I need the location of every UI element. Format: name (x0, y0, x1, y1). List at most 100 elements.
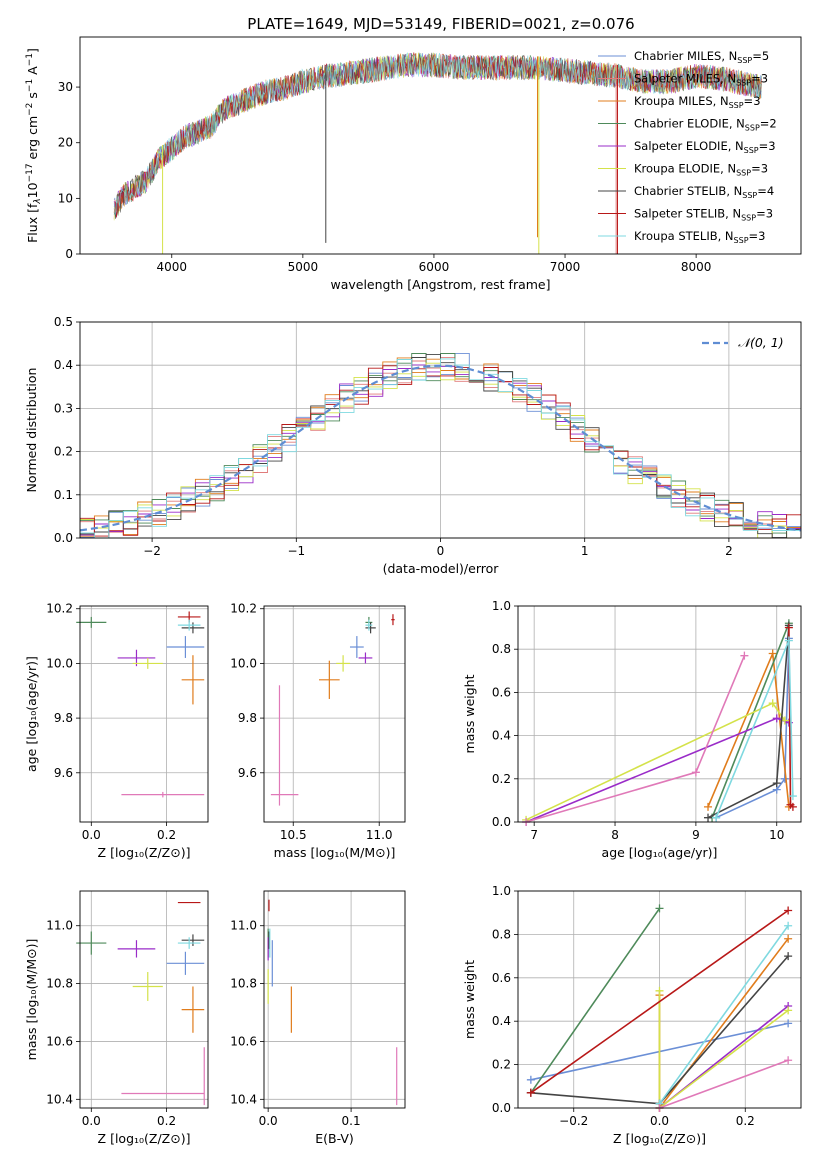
legend-entry: Chabrier STELIB, NSSP=4 (634, 184, 774, 200)
series-marker (784, 636, 793, 645)
legend-entry: Kroupa ELODIE, NSSP=3 (634, 162, 768, 178)
y-axis-label: mass weight (462, 960, 477, 1039)
y-tick-label: 10 (58, 191, 73, 205)
y-axis-label-part: A (25, 66, 40, 79)
x-tick-label: 0.0 (82, 1114, 101, 1128)
legend-nssp-prefix: , N (728, 139, 744, 153)
legend-nssp-prefix: , N (721, 49, 737, 63)
x-axis-label: Z [log₁₀(Z/Z⊙)] (98, 1131, 191, 1146)
y-tick-label: 10.4 (230, 1092, 257, 1106)
axes-frame (79, 605, 209, 823)
legend-nssp-eq: = (744, 94, 754, 108)
legend-nssp-sub: SSP (745, 124, 760, 133)
x-tick-label: −0.2 (559, 1114, 588, 1128)
legend-nssp-prefix: , N (718, 229, 734, 243)
legend-nssp-value: 4 (767, 184, 774, 198)
x-axis-label: (data-model)/error (383, 561, 500, 576)
legend-entry: Chabrier MILES, NSSP=5 (634, 49, 769, 65)
y-tick-label: 9.6 (238, 766, 257, 780)
y-tick-label: 1.0 (492, 599, 511, 613)
x-tick-label: 0.0 (259, 1114, 278, 1128)
axes-frame (517, 890, 802, 1109)
series-marker (784, 623, 793, 632)
panel-age-vs-Z: 0.0 0.2 9.6 9.8 10.0 10.2 Z [log₁₀(Z/Z⊙)] age [… (24, 602, 209, 860)
y-tick-label: 0.8 (492, 927, 511, 941)
x-tick-label: 7 (530, 828, 538, 842)
y-tick-label: 0.4 (54, 358, 73, 372)
legend-name: Salpeter ELODIE (634, 139, 728, 153)
x-axis-label: mass [log₁₀(M/M⊙)] (274, 845, 396, 860)
x-tick-label: 0.2 (157, 1114, 176, 1128)
legend-name: Chabrier ELODIE (634, 117, 729, 131)
x-tick-label: 0.0 (82, 828, 101, 842)
series-marker (784, 1019, 793, 1028)
legend-name: Chabrier STELIB (634, 184, 726, 198)
axes-frame (263, 605, 406, 823)
series-marker (655, 904, 664, 913)
y-tick-label: 10.8 (46, 977, 73, 991)
axes-frame (79, 36, 802, 255)
y-tick-label: 10.6 (230, 1034, 257, 1048)
legend-nssp-sub: SSP (741, 214, 756, 223)
series-line (711, 623, 790, 818)
series-marker (526, 1075, 535, 1084)
legend-nssp-prefix: , N (729, 117, 745, 131)
x-axis-label: Z [log₁₀(Z/Z⊙)] (98, 845, 191, 860)
legend-nssp-sub: SSP (736, 169, 751, 178)
legend-nssp-prefix: , N (725, 207, 741, 221)
panel-mass-vs-ebv: 0.0 0.1 10.4 10.6 10.8 11.0 E(B-V) (230, 890, 406, 1146)
legend-nssp-value: 3 (758, 229, 765, 243)
y-axis-label: Flux [fλ10−17 erg cm−2 s−1 A−1] (25, 48, 43, 243)
y-axis-label-part: λ (33, 198, 43, 204)
y-axis-label: Normed distribution (24, 368, 39, 493)
x-tick-label: 0.0 (650, 1114, 669, 1128)
y-tick-label: 10.8 (230, 977, 257, 991)
y-tick-label: 0 (65, 247, 73, 261)
legend-nssp-prefix: , N (720, 72, 736, 86)
axes-frame (79, 321, 802, 539)
series-line (525, 717, 790, 823)
y-tick-label: 0.5 (54, 315, 73, 329)
y-axis-label-part: 10 (25, 182, 40, 198)
y-tick-label: 0.4 (492, 729, 511, 743)
legend-nssp-sub: SSP (737, 56, 752, 65)
y-tick-label: 11.0 (230, 919, 257, 933)
x-tick-label: 0 (437, 544, 445, 558)
x-tick-label: 0.2 (157, 828, 176, 842)
panel-spectrum: 4000 5000 6000 7000 8000 0 10 20 30 wavelength [A… (25, 36, 802, 292)
x-tick-label: −1 (287, 544, 305, 558)
legend-nssp-value: 3 (761, 162, 768, 176)
x-tick-label: 10 (769, 828, 784, 842)
series-marker (712, 813, 721, 822)
series-marker (691, 768, 700, 777)
series-marker (788, 792, 797, 801)
series-marker (780, 774, 789, 783)
panel-mass-vs-Z: 0.0 0.2 10.4 10.6 10.8 11.0 Z [log₁₀(Z/Z⊙)] mas… (24, 890, 209, 1146)
y-axis-label-part: Flux [f (25, 203, 40, 243)
legend-entry: Salpeter ELODIE, NSSP=3 (634, 139, 776, 155)
legend-nssp-value: 3 (761, 72, 768, 86)
series-line (530, 909, 789, 1094)
series-line (525, 702, 786, 821)
y-tick-label: 0.3 (54, 401, 73, 415)
axes-frame (79, 890, 209, 1109)
series-line (658, 990, 789, 1110)
x-tick-label: 9 (692, 828, 700, 842)
series-line (715, 638, 790, 819)
legend-nssp-prefix: , N (713, 94, 729, 108)
legend-name: Salpeter STELIB (634, 207, 725, 221)
legend-nssp-value: 3 (766, 207, 773, 221)
y-axis-label-part: erg cm (25, 116, 40, 164)
series-marker (772, 714, 781, 723)
y-tick-label: 20 (58, 136, 73, 150)
legend-entry: Chabrier ELODIE, NSSP=2 (634, 117, 777, 133)
legend-nssp-eq: = (756, 207, 766, 221)
legend-entry: Salpeter MILES, NSSP=3 (634, 72, 768, 88)
y-tick-label: 9.6 (54, 766, 73, 780)
y-tick-label: 10.0 (230, 656, 257, 670)
series-marker (704, 802, 713, 811)
x-tick-label: 4000 (156, 260, 187, 274)
y-tick-label: 10.2 (46, 602, 73, 616)
histogram-step (80, 358, 801, 539)
x-tick-label: 0.2 (736, 1114, 755, 1128)
